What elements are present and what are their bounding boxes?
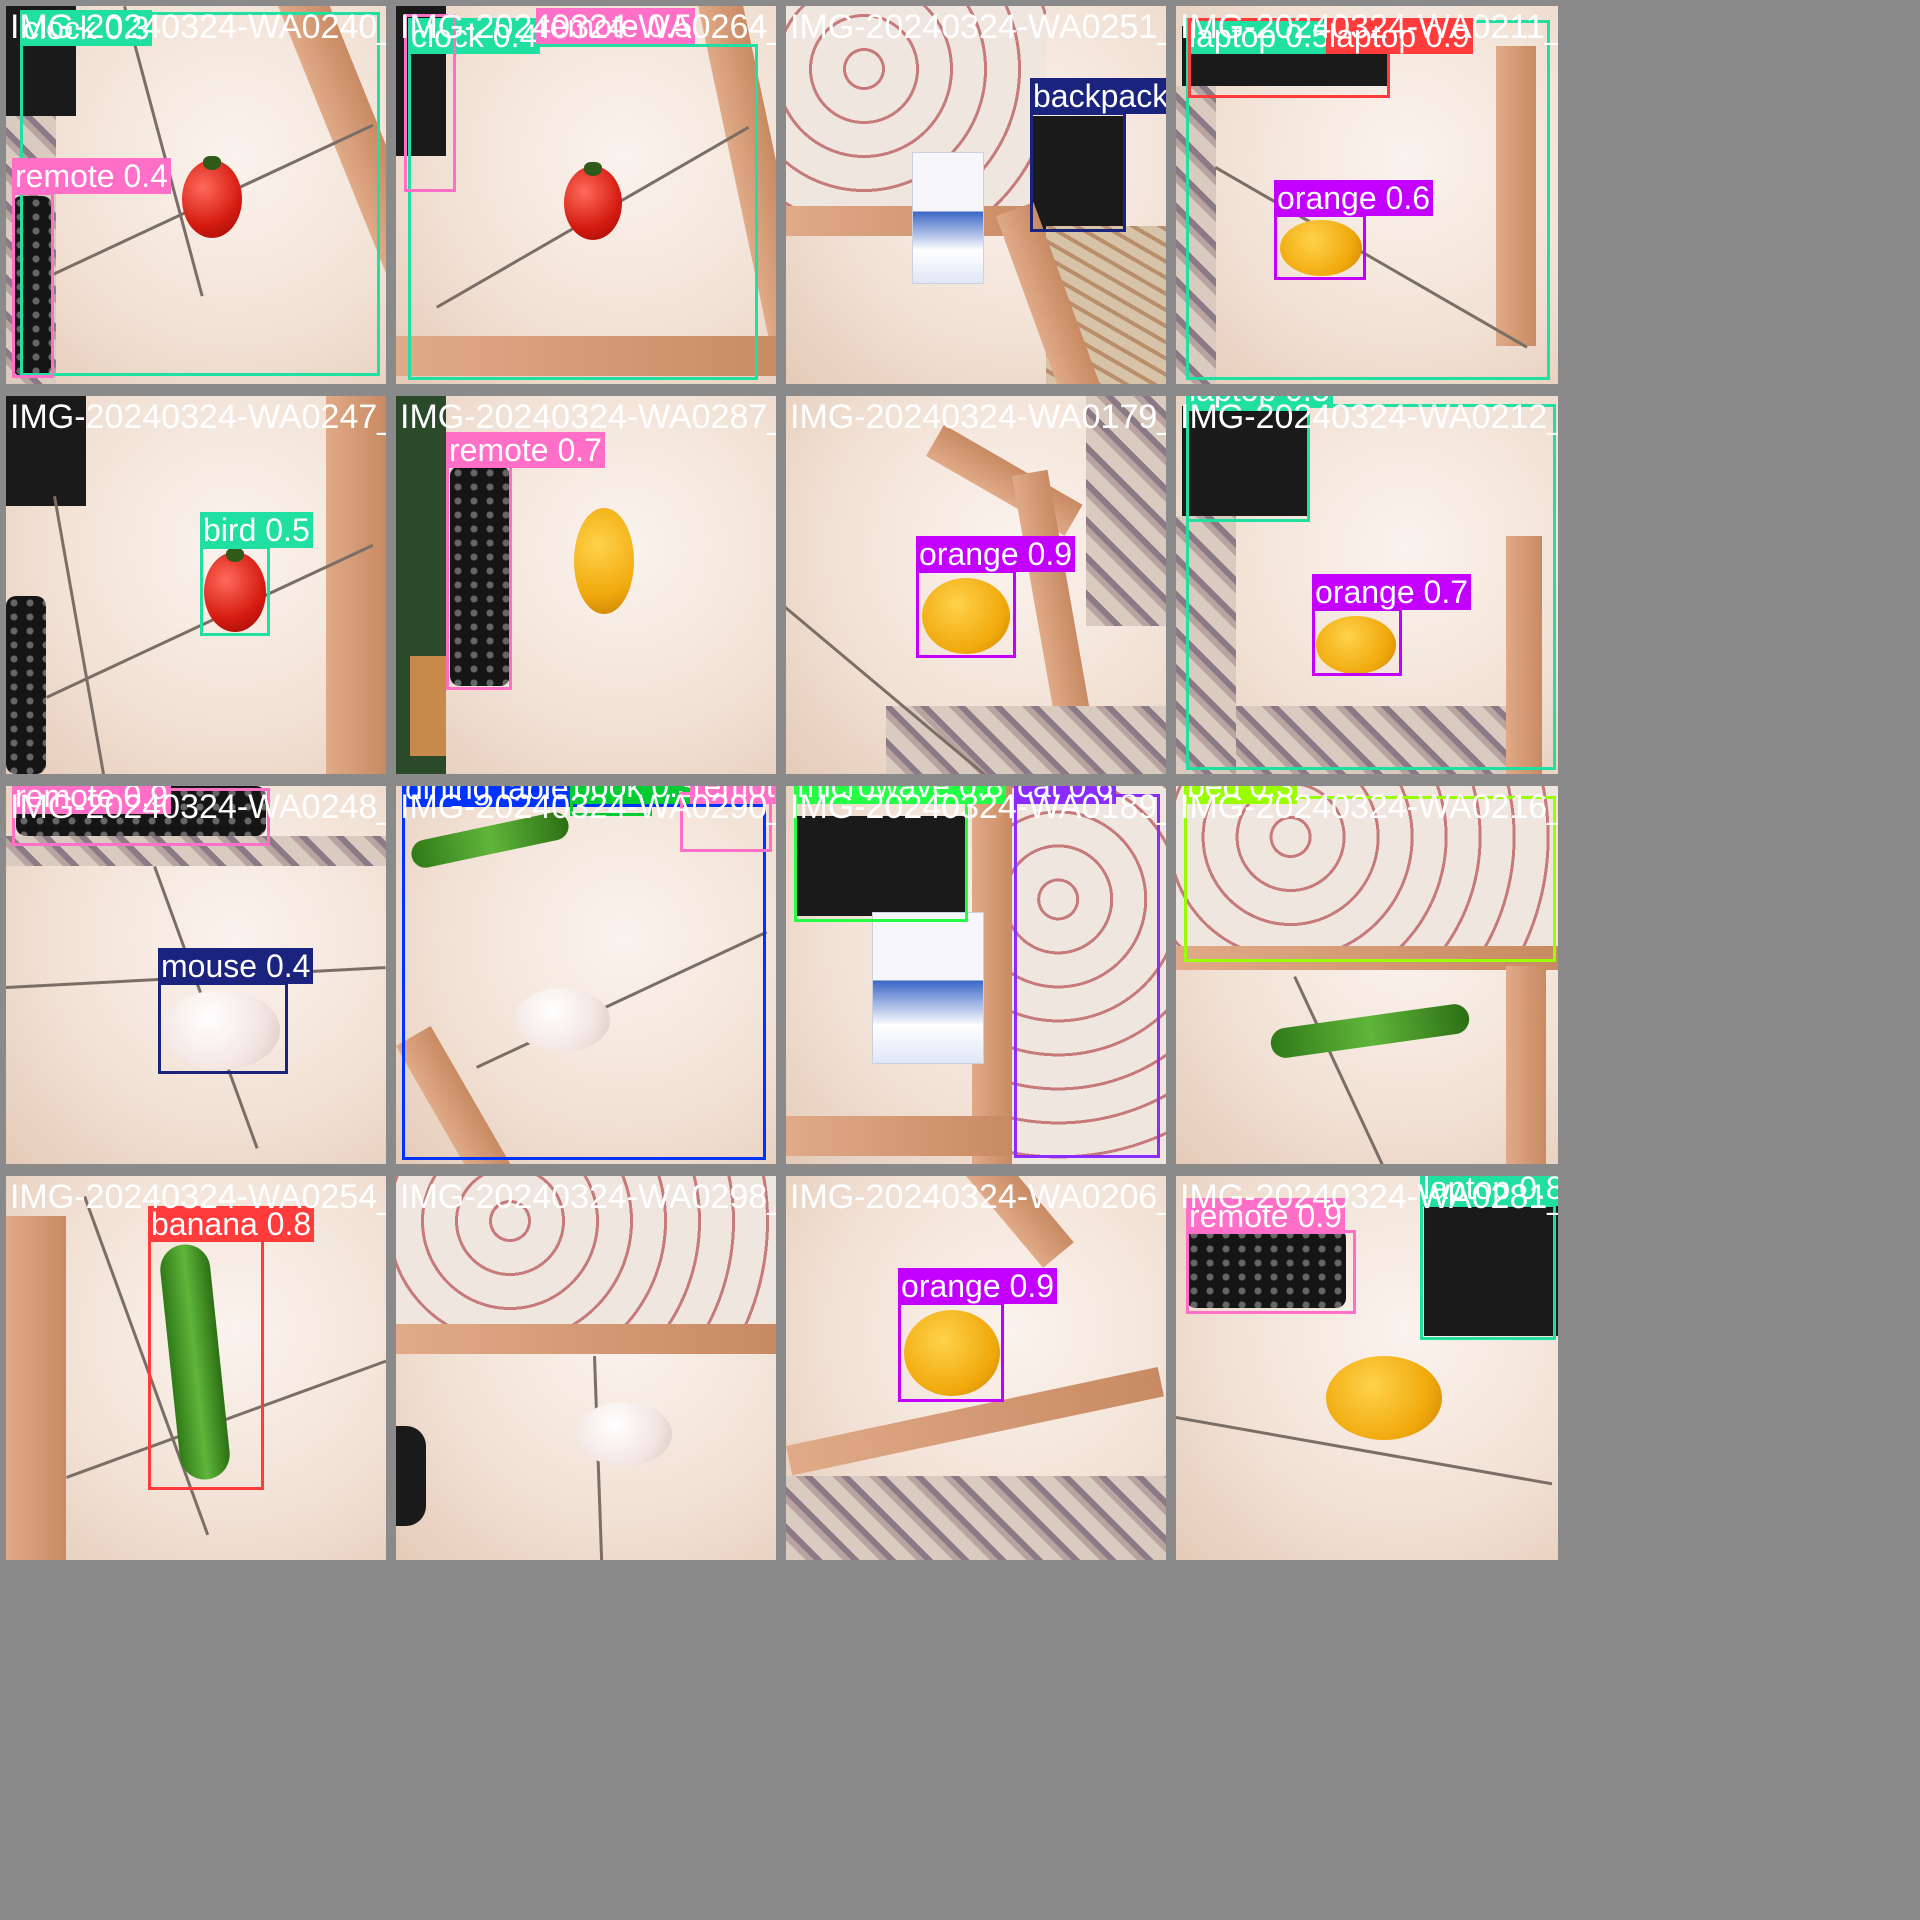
mosaic-tile: remote 0.9 mouse 0.4 IMG-20240324-WA0248… bbox=[6, 786, 386, 1164]
lemon-object bbox=[922, 578, 1010, 654]
detection-label: remote 0.4 bbox=[12, 158, 171, 194]
detection-box bbox=[1184, 796, 1556, 962]
detection-box bbox=[1186, 408, 1310, 522]
detection-label: clock 0.4 bbox=[408, 18, 541, 54]
detection-label: laptop 0.8 bbox=[1420, 1176, 1558, 1206]
detection-box bbox=[148, 1234, 264, 1490]
mosaic-tile: remote 0.9 laptop 0.8 IMG-20240324-WA028… bbox=[1176, 1176, 1558, 1560]
detection-box bbox=[1186, 1230, 1356, 1314]
remote-object bbox=[12, 196, 52, 376]
detection-label: remote 0.9 bbox=[1186, 1198, 1345, 1234]
mosaic-tile: orange 0.9 IMG-20240324-WA0179_jpg bbox=[786, 396, 1166, 774]
detection-label: cat 0.6 bbox=[1014, 786, 1117, 804]
mosaic-tile: backpack 0.3 IMG-20240324-WA0251_jpg bbox=[786, 6, 1166, 384]
detection-label: bed 0.3 bbox=[1184, 786, 1297, 804]
detection-label: remote 0.5 bbox=[536, 8, 695, 44]
detection-label: orange 0.6 bbox=[1274, 180, 1434, 216]
detection-label: orange 0.9 bbox=[916, 536, 1076, 572]
detection-label: laptop 0.5 bbox=[1186, 18, 1333, 54]
detection-label: backpack 0.3 bbox=[1030, 78, 1166, 114]
detection-box bbox=[1014, 794, 1160, 1158]
detection-label: orange 0.7 bbox=[1312, 574, 1472, 610]
detection-box bbox=[1312, 608, 1402, 676]
detection-label: book 0.3 bbox=[570, 786, 699, 804]
milk-carton-object bbox=[872, 912, 984, 1064]
mosaic-tile: laptop 0.3 orange 0.7 IMG-20240324-WA021… bbox=[1176, 396, 1558, 774]
detection-label: mouse 0.4 bbox=[158, 948, 314, 984]
tomato-object bbox=[564, 162, 622, 240]
detection-box bbox=[408, 44, 758, 380]
mosaic-tile: banana 0.8 IMG-20240324-WA0254_jpg bbox=[6, 1176, 386, 1560]
detection-box bbox=[1030, 112, 1126, 232]
detection-box bbox=[1420, 1204, 1556, 1340]
lemon-object bbox=[1326, 1356, 1442, 1440]
detection-box bbox=[1186, 404, 1556, 770]
mosaic-tile: clock 0.3 remote 0.4 IMG-20240324-WA0240… bbox=[6, 6, 386, 384]
detection-box bbox=[12, 192, 54, 378]
detection-box bbox=[1274, 214, 1366, 280]
detection-label: bird 0.5 bbox=[200, 512, 313, 548]
detection-box bbox=[402, 804, 766, 1160]
detection-label: dining table bbox=[402, 786, 572, 806]
milk-carton-object bbox=[912, 152, 984, 284]
egg-object bbox=[162, 990, 280, 1070]
lemon-object bbox=[904, 1310, 1000, 1396]
detection-box bbox=[898, 1302, 1004, 1402]
egg-object bbox=[576, 1402, 672, 1466]
detection-label: clock 0.3 bbox=[20, 10, 153, 46]
mosaic-tile: remote 0.7 IMG-20240324-WA0287_jpg bbox=[396, 396, 776, 774]
tomato-object bbox=[182, 156, 242, 238]
remote-object bbox=[1186, 1228, 1346, 1308]
detection-box bbox=[1188, 18, 1390, 98]
mosaic-tile: dining table book 0.3 remote IMG-2024032… bbox=[396, 786, 776, 1164]
detection-box bbox=[404, 14, 456, 192]
detection-label: remote bbox=[690, 786, 776, 804]
mosaic-tile: bird 0.5 IMG-20240324-WA0247_jpg bbox=[6, 396, 386, 774]
detection-label: laptop 0.9 bbox=[1326, 18, 1473, 54]
tomato-object bbox=[204, 548, 266, 632]
mosaic-tile: clock 0.4 remote 0.5 IMG-20240324-WA0264… bbox=[396, 6, 776, 384]
detection-box bbox=[916, 570, 1016, 658]
mosaic-tile: orange 0.9 IMG-20240324-WA0206_jpg bbox=[786, 1176, 1166, 1560]
detection-label: banana 0.8 bbox=[148, 1206, 315, 1242]
lemon-object bbox=[1280, 220, 1362, 276]
detection-box bbox=[20, 12, 380, 376]
detection-box bbox=[446, 462, 512, 690]
lemon-object bbox=[1316, 616, 1396, 674]
detection-box bbox=[158, 982, 288, 1074]
detection-label: remote 0.9 bbox=[12, 786, 171, 814]
mosaic-tile: IMG-20240324-WA0298_jpg bbox=[396, 1176, 776, 1560]
detection-box bbox=[794, 794, 968, 922]
remote-object bbox=[450, 466, 510, 686]
mosaic-tile: laptop 0.5 laptop 0.9 orange 0.6 IMG-202… bbox=[1176, 6, 1558, 384]
detection-label: microwave 0.8 bbox=[794, 786, 1007, 804]
mosaic-tile: microwave 0.8 cat 0.6 IMG-20240324-WA018… bbox=[786, 786, 1166, 1164]
detection-box bbox=[200, 546, 270, 636]
detection-label: remote 0.7 bbox=[446, 432, 605, 468]
detection-label: laptop 0.3 bbox=[1186, 396, 1333, 408]
mosaic-tile: bed 0.3 IMG-20240324-WA0216_jpg bbox=[1176, 786, 1558, 1164]
detection-label: orange 0.9 bbox=[898, 1268, 1058, 1304]
egg-object bbox=[514, 988, 610, 1052]
lemon-object bbox=[574, 508, 634, 614]
